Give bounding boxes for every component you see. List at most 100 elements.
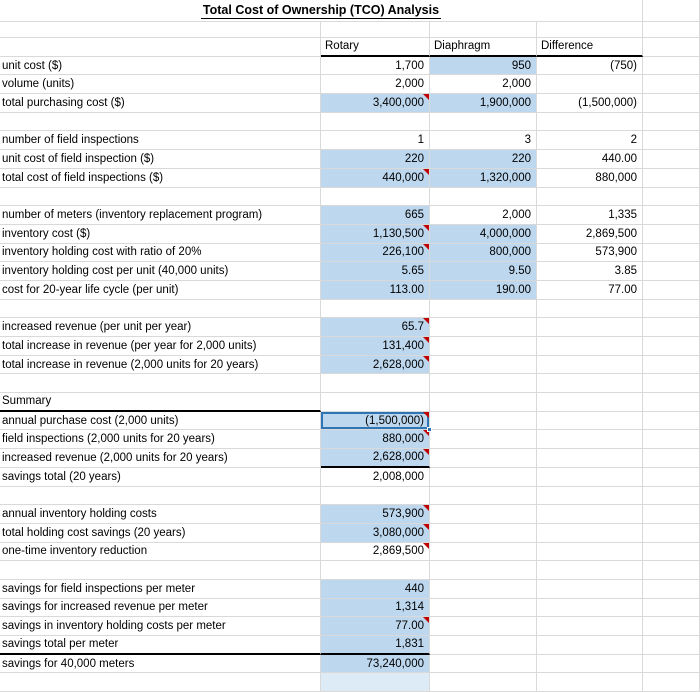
cell-C25[interactable] xyxy=(430,449,537,468)
cell-C23[interactable] xyxy=(430,411,537,431)
cell-A29[interactable]: total holding cost savings (20 years) xyxy=(0,523,321,543)
cell-D20[interactable] xyxy=(537,355,643,375)
cell-B16[interactable]: 113.00 xyxy=(321,280,430,300)
sheet-title[interactable]: Total Cost of Ownership (TCO) Analysis xyxy=(0,0,643,22)
cell-B29[interactable]: 3,080,000 xyxy=(321,523,430,543)
cell-B4[interactable]: 1,700 xyxy=(321,56,430,76)
column-header-diaphragm[interactable]: Diaphragm xyxy=(430,38,537,57)
cell-D8[interactable]: 2 xyxy=(537,131,643,151)
cell-E30[interactable] xyxy=(643,542,700,562)
cell-A26[interactable]: savings total (20 years) xyxy=(0,467,321,487)
cell-B25[interactable]: 2,628,000 xyxy=(321,449,430,468)
cell-B9[interactable]: 220 xyxy=(321,150,430,169)
cell-C15[interactable]: 9.50 xyxy=(430,262,537,281)
cell-D15[interactable]: 3.85 xyxy=(537,262,643,281)
cell-D12[interactable]: 1,335 xyxy=(537,206,643,225)
cell-A36[interactable]: savings for 40,000 meters xyxy=(0,654,321,674)
cell-C30[interactable] xyxy=(430,542,537,562)
cell-C33[interactable] xyxy=(430,598,537,618)
cell-B24[interactable]: 880,000 xyxy=(321,430,430,450)
cell-E2[interactable] xyxy=(643,22,700,38)
cell-E17[interactable] xyxy=(643,299,700,319)
cell-B18[interactable]: 65.7 xyxy=(321,318,430,337)
cell-E1[interactable] xyxy=(643,0,700,22)
cell-A4[interactable]: unit cost ($) xyxy=(0,56,321,76)
cell-E36[interactable] xyxy=(643,654,700,674)
cell-C26[interactable] xyxy=(430,467,537,487)
cell-A32[interactable]: savings for field inspections per meter xyxy=(0,579,321,599)
cell-D21[interactable] xyxy=(537,374,643,394)
cell-B22[interactable] xyxy=(321,393,430,412)
cell-C8[interactable]: 3 xyxy=(430,131,537,151)
cell-D9[interactable]: 440.00 xyxy=(537,150,643,169)
cell-E19[interactable] xyxy=(643,337,700,356)
cell-B32[interactable]: 440 xyxy=(321,579,430,599)
cell-D18[interactable] xyxy=(537,318,643,337)
cell-D24[interactable] xyxy=(537,430,643,450)
cell-E20[interactable] xyxy=(643,355,700,375)
cell-D4[interactable]: (750) xyxy=(537,56,643,76)
cell-E15[interactable] xyxy=(643,262,700,281)
cell-B37[interactable] xyxy=(321,673,430,692)
cell-A27[interactable] xyxy=(0,486,321,506)
cell-C7[interactable] xyxy=(430,112,537,132)
cell-E14[interactable] xyxy=(643,243,700,263)
cell-A2[interactable] xyxy=(0,22,321,38)
cell-A3[interactable] xyxy=(0,38,321,57)
cell-B20[interactable]: 2,628,000 xyxy=(321,355,430,375)
cell-B6[interactable]: 3,400,000 xyxy=(321,94,430,113)
cell-A21[interactable] xyxy=(0,374,321,394)
cell-A25[interactable]: increased revenue (2,000 units for 20 ye… xyxy=(0,449,321,468)
cell-D29[interactable] xyxy=(537,523,643,543)
cell-C16[interactable]: 190.00 xyxy=(430,280,537,300)
cell-D36[interactable] xyxy=(537,654,643,674)
cell-D37[interactable] xyxy=(537,673,643,692)
cell-D2[interactable] xyxy=(537,22,643,38)
cell-D26[interactable] xyxy=(537,467,643,487)
cell-C13[interactable]: 4,000,000 xyxy=(430,224,537,244)
cell-E31[interactable] xyxy=(643,561,700,580)
cell-E34[interactable] xyxy=(643,617,700,636)
cell-E7[interactable] xyxy=(643,112,700,132)
cell-B13[interactable]: 1,130,500 xyxy=(321,224,430,244)
cell-E16[interactable] xyxy=(643,280,700,300)
cell-B19[interactable]: 131,400 xyxy=(321,337,430,356)
cell-E8[interactable] xyxy=(643,131,700,151)
cell-E24[interactable] xyxy=(643,430,700,450)
cell-A14[interactable]: inventory holding cost with ratio of 20% xyxy=(0,243,321,263)
cell-E27[interactable] xyxy=(643,486,700,506)
cell-C37[interactable] xyxy=(430,673,537,692)
cell-A23[interactable]: annual purchase cost (2,000 units) xyxy=(0,411,321,431)
cell-E11[interactable] xyxy=(643,187,700,207)
cell-B21[interactable] xyxy=(321,374,430,394)
cell-B17[interactable] xyxy=(321,299,430,319)
cell-B2[interactable] xyxy=(321,22,430,38)
selected-cell-B23[interactable]: (1,500,000) xyxy=(321,411,432,433)
cell-D27[interactable] xyxy=(537,486,643,506)
cell-B11[interactable] xyxy=(321,187,430,207)
cell-E3[interactable] xyxy=(643,38,700,57)
cell-A22[interactable]: Summary xyxy=(0,393,321,412)
cell-D30[interactable] xyxy=(537,542,643,562)
cell-A6[interactable]: total purchasing cost ($) xyxy=(0,94,321,113)
cell-E18[interactable] xyxy=(643,318,700,337)
cell-D19[interactable] xyxy=(537,337,643,356)
cell-D16[interactable]: 77.00 xyxy=(537,280,643,300)
cell-E26[interactable] xyxy=(643,467,700,487)
cell-B15[interactable]: 5.65 xyxy=(321,262,430,281)
cell-E13[interactable] xyxy=(643,224,700,244)
cell-D28[interactable] xyxy=(537,505,643,524)
cell-B8[interactable]: 1 xyxy=(321,131,430,151)
cell-C17[interactable] xyxy=(430,299,537,319)
cell-B10[interactable]: 440,000 xyxy=(321,168,430,188)
cell-A12[interactable]: number of meters (inventory replacement … xyxy=(0,206,321,225)
cell-A24[interactable]: field inspections (2,000 units for 20 ye… xyxy=(0,430,321,450)
cell-D33[interactable] xyxy=(537,598,643,618)
cell-B26[interactable]: 2,008,000 xyxy=(321,467,430,487)
cell-C2[interactable] xyxy=(430,22,537,38)
cell-B35[interactable]: 1,831 xyxy=(321,636,430,655)
cell-A10[interactable]: total cost of field inspections ($) xyxy=(0,168,321,188)
cell-C22[interactable] xyxy=(430,393,537,412)
cell-C4[interactable]: 950 xyxy=(430,56,537,76)
cell-E37[interactable] xyxy=(643,673,700,692)
